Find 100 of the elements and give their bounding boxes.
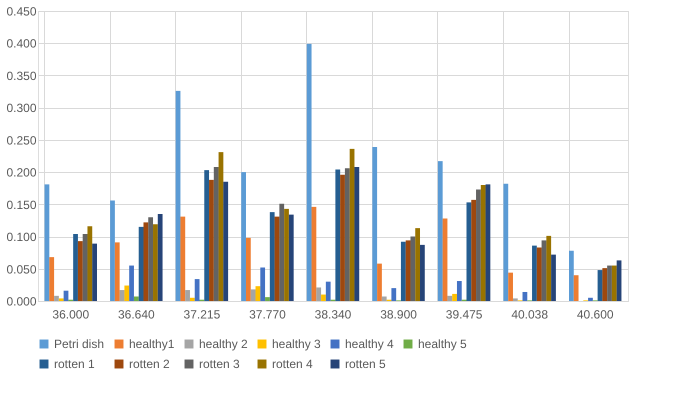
bar [391,288,396,301]
bar [602,268,608,301]
bar [312,206,316,301]
bar [64,290,68,301]
bar [569,250,574,301]
bar [438,161,443,301]
bar [476,190,481,301]
x-tick-label: 37.215 [184,308,221,322]
bar [598,270,602,301]
bar [612,266,617,301]
bar [442,218,448,301]
bar [372,146,378,301]
bar [180,216,186,301]
legend-label: healthy 5 [418,337,468,351]
bar [124,286,130,301]
bar [400,242,406,301]
y-tick-label: 0.100 [6,230,37,244]
bar [503,184,508,301]
bar [114,242,120,301]
legend-label: healthy 3 [272,337,322,351]
legend-label: rotten 1 [54,357,96,371]
bar [218,152,224,301]
bar [209,180,214,301]
legend-label: healthy1 [129,337,175,351]
y-tick-label: 0.150 [6,198,37,212]
bar [78,241,83,301]
y-tick-label: 0.450 [6,4,37,18]
bar [326,282,331,301]
bar [607,266,612,301]
bar [288,214,294,301]
bar [410,236,416,301]
x-tick-label: 40.038 [511,308,548,322]
bar [466,202,472,301]
bar [306,44,312,301]
bar [321,294,326,301]
bar [204,170,210,301]
bar [551,254,556,301]
legend-label: rotten 2 [129,357,170,371]
legend-label: Petri dish [54,337,104,351]
y-tick-label: 0.350 [6,68,37,83]
bar [270,212,275,301]
x-tick-label: 40.600 [576,308,614,322]
bar [447,296,452,301]
y-tick-label: 0.000 [6,294,37,308]
bar [471,200,476,301]
bar [382,296,387,301]
bar [223,182,228,301]
legend-label: rotten 3 [199,357,240,371]
bar [574,275,579,301]
bar [406,240,410,301]
bar [377,264,382,301]
bar [316,287,322,301]
bar [335,170,340,301]
bar [512,298,518,301]
bar [265,297,270,301]
bar [279,204,284,301]
legend-label: healthy 2 [199,337,248,351]
bar [542,240,546,301]
bar [176,90,180,301]
y-tick-label: 0.050 [6,262,37,276]
bar [616,260,622,301]
bar [452,294,457,301]
bar [129,266,134,301]
bar [49,257,54,301]
x-tick-label: 37.770 [249,308,286,322]
bar [194,279,200,301]
bar [415,228,420,301]
x-tick-label: 38.900 [380,308,418,322]
bar [148,217,154,301]
bar [486,184,490,301]
y-tick-label: 0.200 [6,166,37,180]
y-tick-label: 0.400 [6,36,37,51]
bar [274,216,280,301]
bar [508,272,513,301]
bar [480,185,486,301]
x-tick-label: 39.475 [446,308,483,322]
bar [92,244,97,301]
bar [54,296,59,301]
bar [284,208,289,301]
x-tick-label: 36.000 [52,308,90,322]
x-tick-label: 36.640 [118,308,156,322]
bar [350,148,354,301]
bar [246,238,251,301]
bar [260,267,266,301]
bar [250,289,256,301]
bar [536,248,542,301]
bar [82,234,88,301]
bar [87,226,92,301]
bar [143,222,148,301]
y-tick-label: 0.300 [6,101,37,116]
bar [420,244,425,301]
bar [456,281,462,301]
bar [522,292,528,301]
bar [588,298,593,301]
bar [158,214,163,301]
bar [134,296,139,301]
bar [110,200,115,301]
bar [532,246,537,301]
bar [58,298,64,301]
legend-label: healthy 4 [345,337,394,351]
